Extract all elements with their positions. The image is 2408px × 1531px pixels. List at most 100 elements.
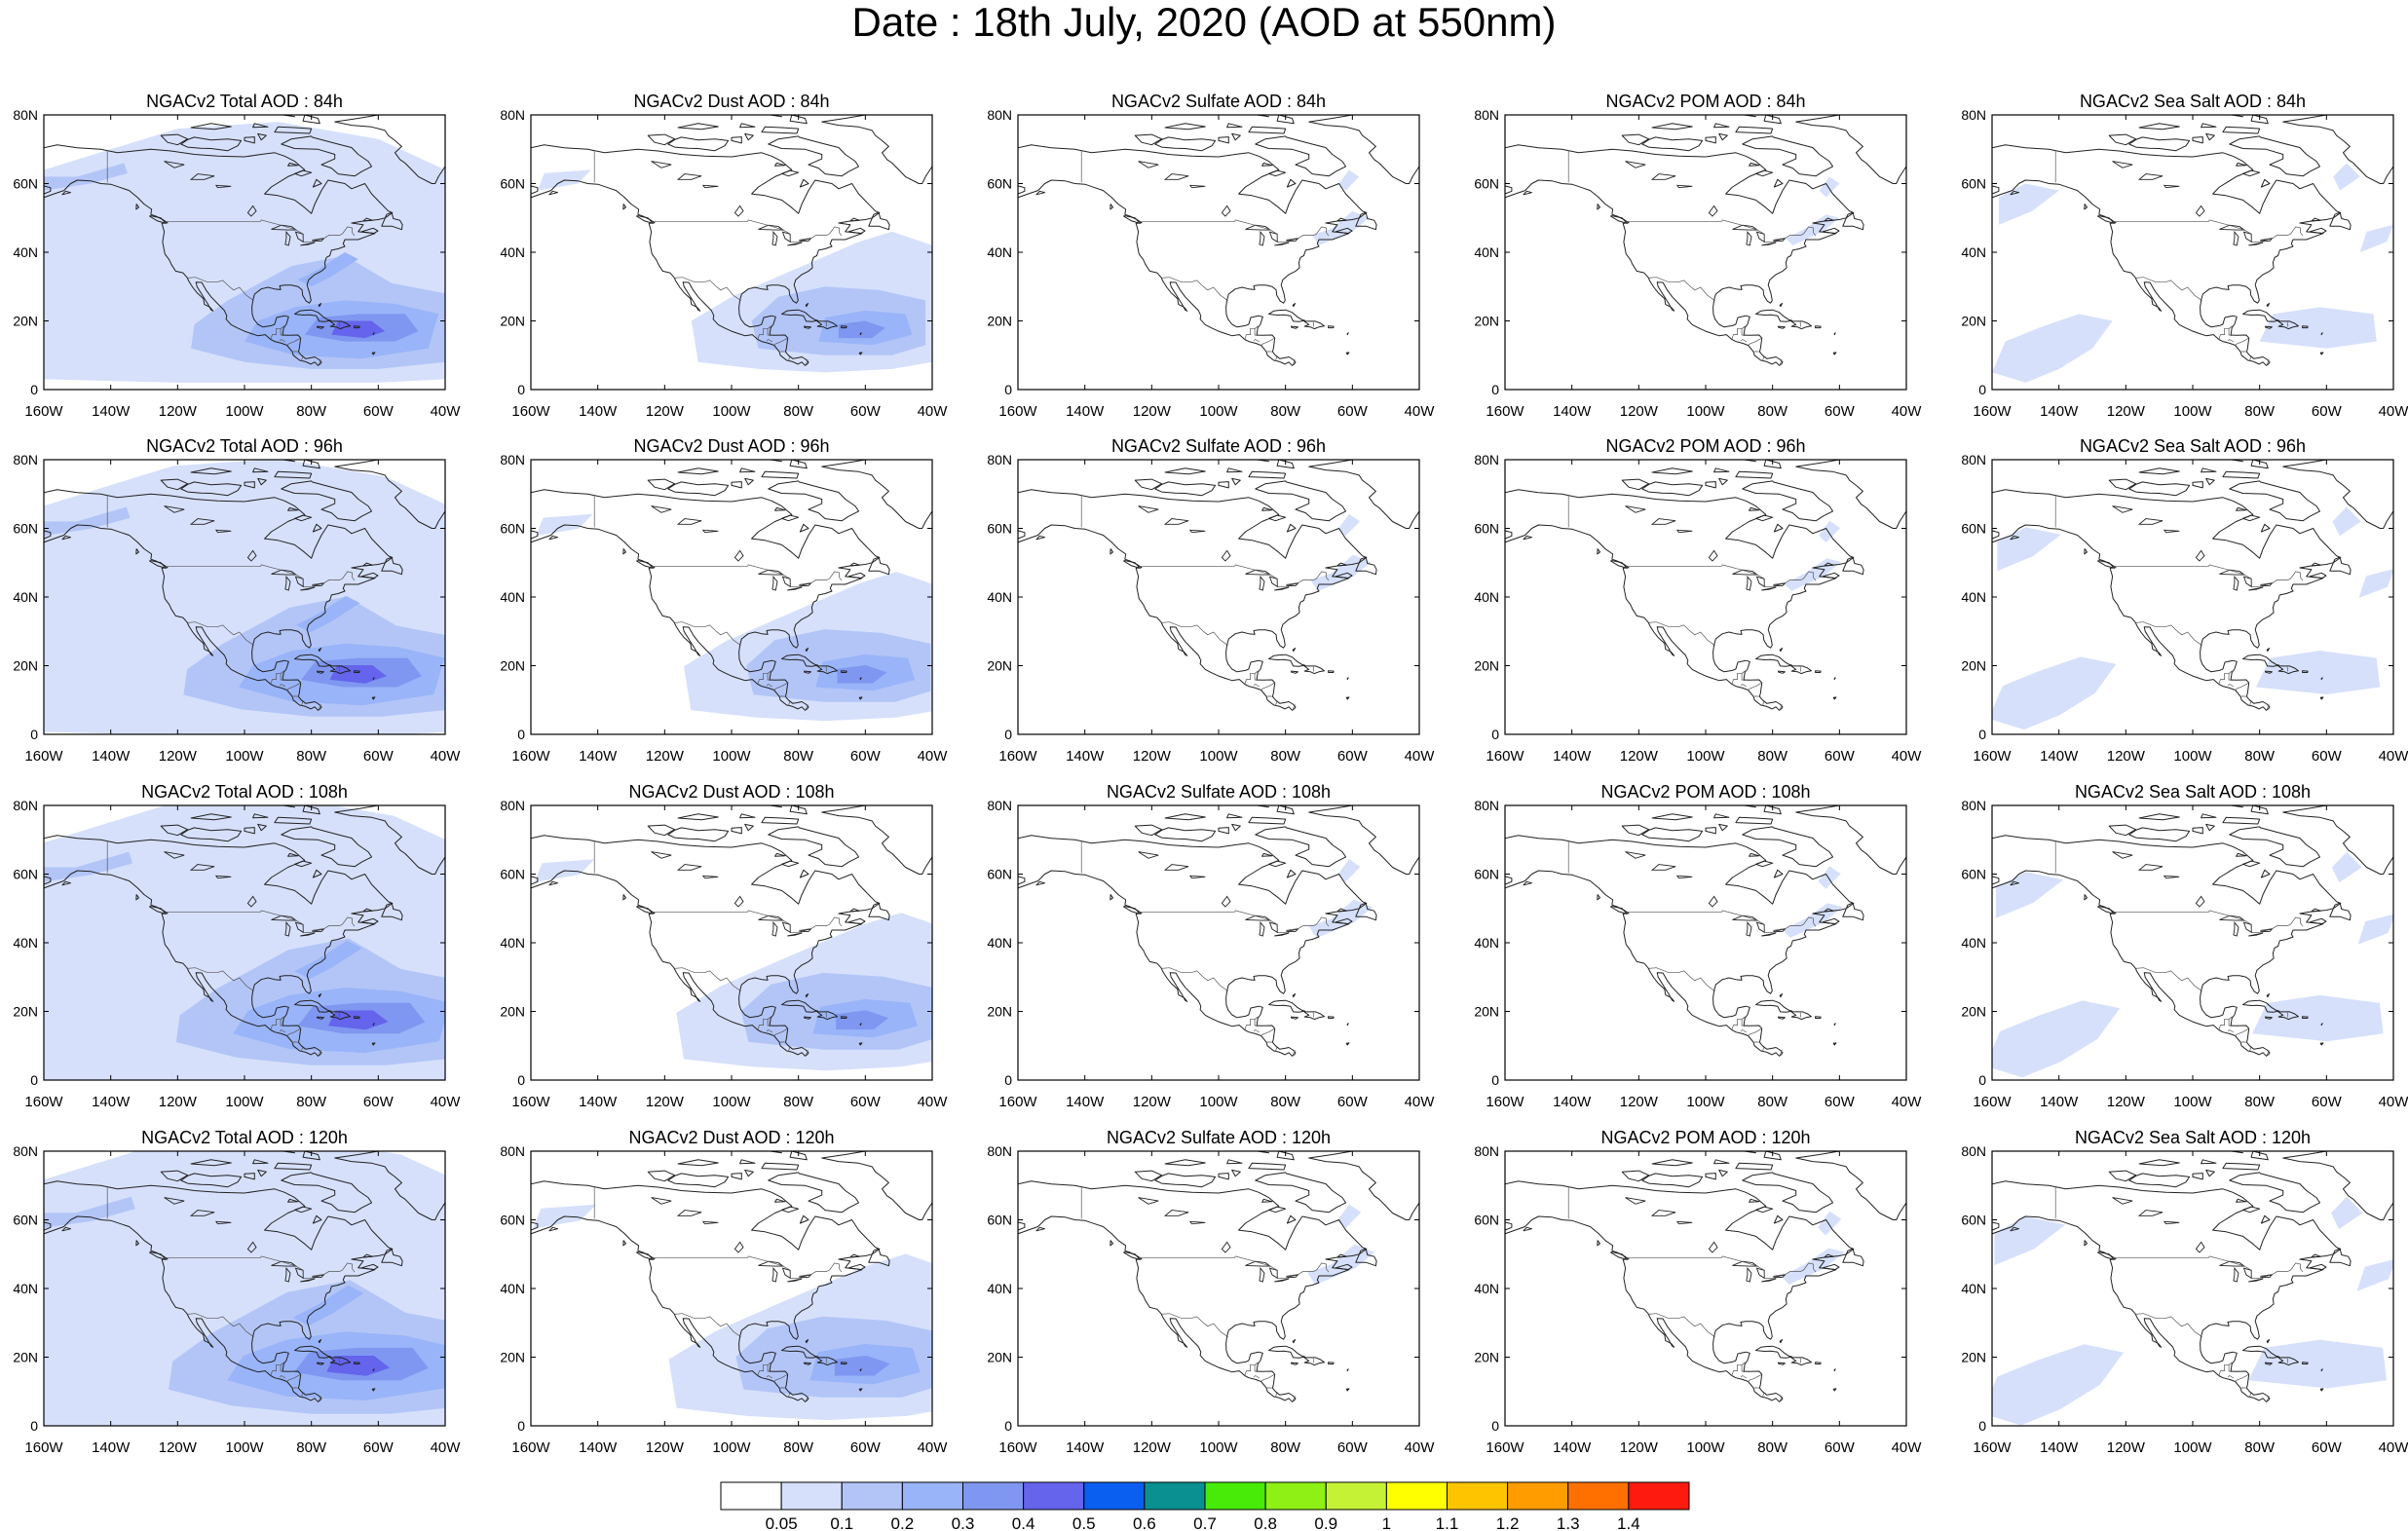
country-border xyxy=(2218,1362,2233,1376)
island-outline xyxy=(1705,481,1716,489)
island-outline xyxy=(372,332,375,336)
island-outline xyxy=(1303,1357,1325,1366)
lake-outline xyxy=(2163,875,2180,879)
island-outline xyxy=(739,813,756,819)
x-tick-label: 140W xyxy=(1066,1439,1105,1456)
map-background xyxy=(1505,805,1906,1080)
island-outline xyxy=(1790,665,1812,675)
map-background xyxy=(1018,115,1419,390)
island-outline xyxy=(61,880,71,886)
island-outline xyxy=(2097,1251,2115,1260)
x-tick-label: 40W xyxy=(1405,748,1436,765)
aerosol-plume xyxy=(1818,1211,1842,1236)
island-outline xyxy=(318,303,322,308)
country-border xyxy=(1292,1396,1296,1401)
lake-outline xyxy=(701,1220,719,1225)
x-tick-label: 100W xyxy=(1199,1439,1238,1456)
lake-outline xyxy=(300,586,316,591)
island-outline xyxy=(739,123,756,129)
country-border xyxy=(2228,1019,2233,1027)
y-tick-label: 0 xyxy=(1978,1418,1986,1434)
y-tick-label: 80N xyxy=(1961,798,1986,813)
x-tick-label: 40W xyxy=(431,1439,462,1456)
country-border xyxy=(1141,910,1330,934)
island-outline xyxy=(1268,1345,1306,1359)
island-outline xyxy=(1795,1151,1906,1220)
island-outline xyxy=(1335,572,1353,579)
island-outline xyxy=(841,325,847,329)
aerosol-plume xyxy=(329,665,387,684)
colorbar-label: 1 xyxy=(1382,1514,1391,1531)
lake-outline xyxy=(164,1197,185,1205)
country-border xyxy=(1628,564,1817,588)
country-border xyxy=(773,1373,788,1382)
country-border xyxy=(1741,673,1746,682)
island-outline xyxy=(2302,325,2309,329)
coastline xyxy=(1505,144,1855,366)
x-tick-label: 100W xyxy=(2173,748,2212,765)
x-tick-label: 100W xyxy=(225,1094,264,1110)
island-outline xyxy=(1335,227,1353,235)
island-outline xyxy=(1735,470,1774,479)
island-outline xyxy=(294,860,313,868)
coastline xyxy=(44,1180,394,1402)
country-border xyxy=(2266,1050,2270,1056)
country-border xyxy=(1740,339,1748,343)
island-outline xyxy=(1742,826,1833,868)
x-tick-label: 140W xyxy=(1066,748,1105,765)
x-tick-label: 140W xyxy=(579,748,618,765)
island-outline xyxy=(2320,332,2323,336)
island-outline xyxy=(190,1159,232,1167)
island-outline xyxy=(1833,677,1836,681)
x-tick-label: 120W xyxy=(159,1094,198,1110)
island-outline xyxy=(1218,136,1229,144)
y-tick-label: 60N xyxy=(13,867,38,882)
island-outline xyxy=(244,481,255,489)
lake-outline xyxy=(1650,1210,1676,1216)
island-outline xyxy=(858,696,863,700)
island-outline xyxy=(2084,548,2088,555)
island-outline xyxy=(1218,481,1229,489)
country-border xyxy=(1762,701,1765,706)
island-outline xyxy=(858,352,863,355)
country-border xyxy=(1740,1029,1748,1033)
lake-outline xyxy=(246,1241,257,1253)
x-tick-label: 60W xyxy=(850,1094,882,1110)
y-tick-label: 80N xyxy=(987,107,1012,123)
island-outline xyxy=(761,470,800,479)
colorbar-label: 0.3 xyxy=(952,1514,975,1531)
y-tick-label: 80N xyxy=(1961,452,1986,467)
island-outline xyxy=(1164,123,1206,131)
country-border xyxy=(2135,277,2202,301)
country-border xyxy=(1292,704,1296,710)
y-tick-label: 80N xyxy=(1474,452,1499,467)
island-outline xyxy=(1286,178,1297,188)
island-outline xyxy=(1778,1362,1786,1365)
colorbar-box xyxy=(1204,1481,1266,1511)
map-panel-sulfate-108h: 160W 140W 120W 100W 80W 60W 40W 0 20N 40N 60N 80N NG… xyxy=(987,782,1435,1110)
island-outline xyxy=(61,535,71,541)
panel-title: NGACv2 Dust AOD : 108h xyxy=(628,782,834,802)
x-tick-label: 60W xyxy=(1825,748,1856,765)
island-outline xyxy=(2201,813,2217,819)
island-outline xyxy=(2260,178,2271,188)
x-tick-label: 100W xyxy=(225,1439,264,1456)
country-border xyxy=(1740,1375,1748,1379)
lake-outline xyxy=(676,1210,702,1216)
country-border xyxy=(654,1255,843,1280)
lake-outline xyxy=(214,529,232,534)
lake-outline xyxy=(1625,505,1646,513)
lake-outline xyxy=(312,928,325,932)
x-tick-label: 140W xyxy=(1553,1094,1592,1110)
x-tick-label: 60W xyxy=(1337,748,1369,765)
x-tick-label: 40W xyxy=(431,748,462,765)
country-border xyxy=(270,1016,284,1030)
island-outline xyxy=(1268,860,1287,868)
island-outline xyxy=(1286,523,1297,533)
island-outline xyxy=(1790,1357,1812,1366)
colorbar-label: 0.4 xyxy=(1012,1514,1035,1531)
x-tick-label: 40W xyxy=(2379,1439,2408,1456)
island-outline xyxy=(1778,670,1786,674)
island-outline xyxy=(1276,1151,1295,1161)
lake-outline xyxy=(2248,932,2264,937)
